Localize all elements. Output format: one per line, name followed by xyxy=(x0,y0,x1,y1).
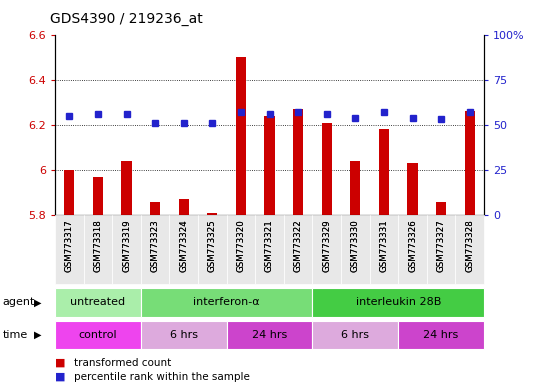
Text: interferon-α: interferon-α xyxy=(193,297,260,308)
Text: GSM773318: GSM773318 xyxy=(94,219,102,271)
Text: control: control xyxy=(79,330,117,340)
Bar xyxy=(265,116,274,215)
Bar xyxy=(436,202,446,215)
Bar xyxy=(93,177,103,215)
Text: 24 hrs: 24 hrs xyxy=(424,330,459,340)
Text: GSM773320: GSM773320 xyxy=(236,219,245,271)
Text: GSM773330: GSM773330 xyxy=(351,219,360,271)
Bar xyxy=(408,163,417,215)
Text: GSM773317: GSM773317 xyxy=(65,219,74,271)
Text: GSM773318: GSM773318 xyxy=(94,219,102,271)
Text: GSM773323: GSM773323 xyxy=(151,219,160,271)
Bar xyxy=(236,57,246,215)
Text: interleukin 28B: interleukin 28B xyxy=(355,297,441,308)
Bar xyxy=(207,213,217,215)
Text: GSM773331: GSM773331 xyxy=(379,219,388,271)
Text: 24 hrs: 24 hrs xyxy=(252,330,287,340)
Bar xyxy=(465,111,475,215)
Text: GSM773324: GSM773324 xyxy=(179,219,188,271)
Bar xyxy=(350,161,360,215)
Bar xyxy=(322,122,332,215)
Text: GSM773322: GSM773322 xyxy=(294,219,302,271)
Text: GSM773327: GSM773327 xyxy=(437,219,446,271)
Bar xyxy=(379,129,389,215)
Text: ▶: ▶ xyxy=(34,330,42,340)
Text: 6 hrs: 6 hrs xyxy=(170,330,197,340)
Text: percentile rank within the sample: percentile rank within the sample xyxy=(74,372,250,382)
Text: GSM773321: GSM773321 xyxy=(265,219,274,271)
Text: GSM773329: GSM773329 xyxy=(322,219,331,271)
Text: GSM773319: GSM773319 xyxy=(122,219,131,271)
Bar xyxy=(293,109,303,215)
Text: untreated: untreated xyxy=(70,297,125,308)
Text: ■: ■ xyxy=(55,358,65,368)
Text: GSM773324: GSM773324 xyxy=(179,219,188,271)
Text: GSM773328: GSM773328 xyxy=(465,219,474,271)
Text: agent: agent xyxy=(3,297,35,308)
Text: GSM773317: GSM773317 xyxy=(65,219,74,271)
Bar xyxy=(122,161,131,215)
Text: 6 hrs: 6 hrs xyxy=(342,330,369,340)
Text: GSM773329: GSM773329 xyxy=(322,219,331,271)
Text: GSM773319: GSM773319 xyxy=(122,219,131,271)
Text: GSM773328: GSM773328 xyxy=(465,219,474,271)
Text: GSM773325: GSM773325 xyxy=(208,219,217,271)
Text: GSM773322: GSM773322 xyxy=(294,219,302,271)
Text: GSM773323: GSM773323 xyxy=(151,219,160,271)
Text: transformed count: transformed count xyxy=(74,358,172,368)
Text: GSM773326: GSM773326 xyxy=(408,219,417,271)
Text: GSM773326: GSM773326 xyxy=(408,219,417,271)
Text: GSM773327: GSM773327 xyxy=(437,219,446,271)
Text: GSM773325: GSM773325 xyxy=(208,219,217,271)
Bar xyxy=(150,202,160,215)
Text: GSM773331: GSM773331 xyxy=(379,219,388,271)
Bar xyxy=(64,170,74,215)
Text: ■: ■ xyxy=(55,372,65,382)
Text: GDS4390 / 219236_at: GDS4390 / 219236_at xyxy=(50,12,202,25)
Text: GSM773330: GSM773330 xyxy=(351,219,360,271)
Text: GSM773320: GSM773320 xyxy=(236,219,245,271)
Bar xyxy=(179,199,189,215)
Text: GSM773321: GSM773321 xyxy=(265,219,274,271)
Text: ▶: ▶ xyxy=(34,297,42,308)
Text: time: time xyxy=(3,330,28,340)
